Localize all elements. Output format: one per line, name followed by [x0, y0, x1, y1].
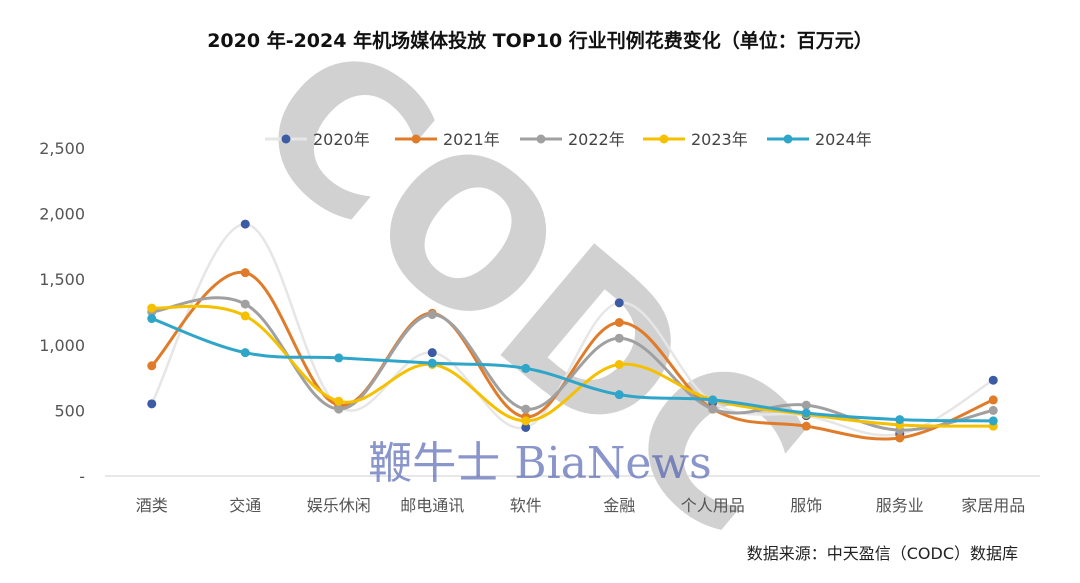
y-tick-label: -: [79, 467, 85, 486]
data-point: [147, 303, 157, 313]
x-tick-label: 个人用品: [681, 496, 745, 515]
y-tick-label: 2,500: [39, 139, 85, 158]
data-point: [521, 363, 531, 373]
series-line: [150, 222, 995, 437]
series-line: [150, 304, 995, 428]
legend-marker: [536, 134, 546, 144]
data-point: [521, 416, 531, 426]
data-point: [240, 311, 250, 321]
data-point: [240, 348, 250, 358]
data-point: [988, 375, 998, 385]
data-point: [147, 399, 157, 409]
data-point: [427, 310, 437, 320]
data-point: [708, 404, 718, 414]
data-point: [147, 314, 157, 324]
legend-label: 2023年: [691, 130, 748, 149]
data-point: [895, 433, 905, 443]
legend-item: 2022年: [520, 130, 625, 149]
data-point: [240, 299, 250, 309]
data-point: [988, 405, 998, 415]
data-point: [614, 359, 624, 369]
data-point: [801, 400, 811, 410]
chart-title: 2020 年-2024 年机场媒体投放 TOP10 行业刊例花费变化（单位：百万…: [207, 30, 873, 52]
series-layer: [147, 219, 998, 443]
data-point: [334, 353, 344, 363]
watermark-bianews: 鞭牛士 BiaNews: [368, 438, 711, 489]
legend: 2020年 2021年 2022年 2023年 2024年: [265, 130, 872, 149]
x-tick-label: 金融: [603, 496, 635, 515]
data-point: [614, 390, 624, 400]
data-point: [708, 395, 718, 405]
series-line: [150, 317, 995, 423]
legend-marker: [411, 134, 421, 144]
data-point: [427, 358, 437, 368]
data-point: [240, 219, 250, 229]
data-point: [147, 361, 157, 371]
data-point: [427, 348, 437, 358]
legend-label: 2020年: [313, 130, 370, 149]
data-point: [614, 333, 624, 343]
series-line: [150, 271, 995, 441]
data-point: [521, 422, 531, 432]
data-point: [614, 317, 624, 327]
legend-label: 2022年: [568, 130, 625, 149]
data-point: [988, 395, 998, 405]
x-tick-label: 娱乐休闲: [307, 496, 371, 515]
data-point: [801, 421, 811, 431]
x-tick-label: 服务业: [876, 496, 924, 515]
y-tick-label: 500: [54, 401, 85, 420]
series-2024年: [147, 314, 998, 426]
watermark-codc: CODC: [213, 0, 845, 581]
data-point: [334, 404, 344, 414]
legend-label: 2021年: [443, 130, 500, 149]
data-point: [240, 268, 250, 278]
legend-item: 2023年: [643, 130, 748, 149]
legend-marker: [659, 134, 669, 144]
axes: - 500 1,000 1,500 2,000 2,500 酒类 交通 娱乐休闲 邮电通讯 软件 金融…: [39, 139, 1040, 515]
x-tick-label: 软件: [510, 496, 542, 515]
legend-item: 2024年: [767, 130, 872, 149]
data-point: [895, 415, 905, 425]
legend-item: 2020年: [265, 130, 370, 149]
x-tick-label: 酒类: [136, 496, 168, 515]
source-note: 数据来源：中天盈信（CODC）数据库: [746, 544, 1018, 563]
x-tick-label: 家居用品: [961, 496, 1025, 515]
legend-marker: [281, 134, 291, 144]
legend-item: 2021年: [395, 130, 500, 149]
data-point: [988, 416, 998, 426]
x-tick-label: 邮电通讯: [400, 496, 464, 515]
data-point: [334, 396, 344, 406]
legend-label: 2024年: [815, 130, 872, 149]
data-point: [521, 404, 531, 414]
legend-marker: [783, 134, 793, 144]
data-point: [801, 408, 811, 418]
data-point: [614, 298, 624, 308]
y-tick-label: 1,500: [39, 270, 85, 289]
x-tick-label: 服饰: [790, 496, 822, 515]
x-tick-label: 交通: [229, 496, 261, 515]
y-tick-label: 1,000: [39, 336, 85, 355]
y-tick-label: 2,000: [39, 205, 85, 224]
